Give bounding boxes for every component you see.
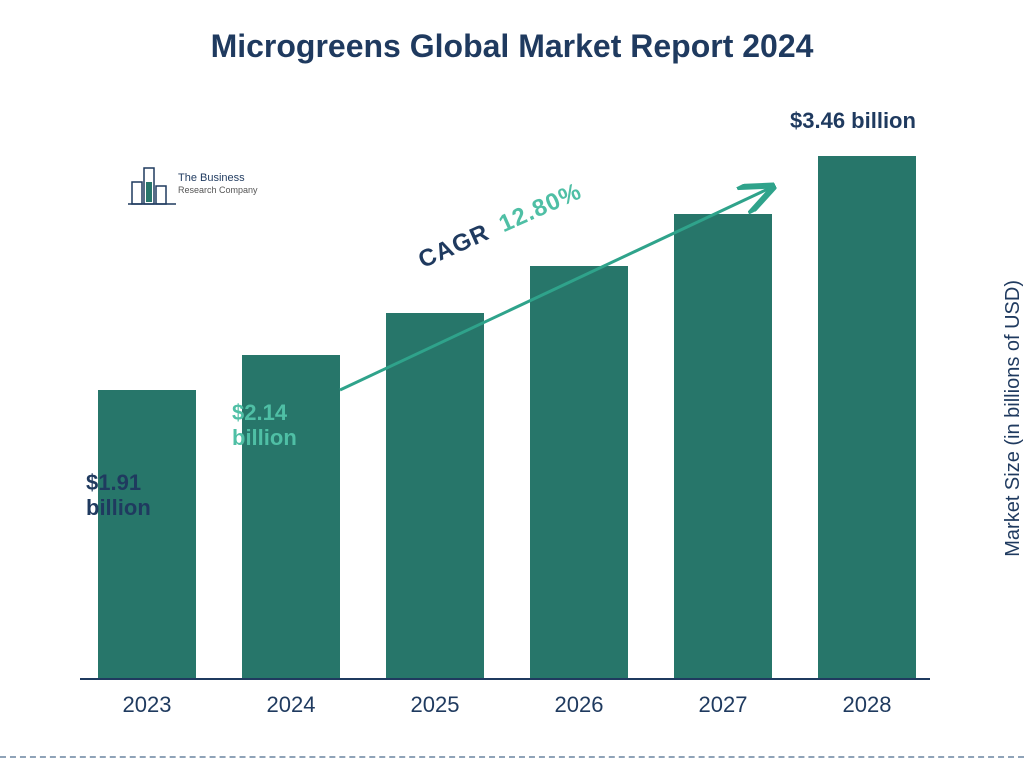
- y-axis-label: Market Size (in billions of USD): [1002, 280, 1024, 557]
- x-tick-2028: 2028: [818, 692, 916, 718]
- bar-2028: [818, 156, 916, 678]
- x-axis-line: [80, 678, 930, 680]
- bar-chart: 202320242025202620272028: [80, 120, 930, 680]
- bar-2027: [674, 214, 772, 678]
- x-tick-2026: 2026: [530, 692, 628, 718]
- x-tick-2025: 2025: [386, 692, 484, 718]
- x-tick-2024: 2024: [242, 692, 340, 718]
- chart-title: Microgreens Global Market Report 2024: [0, 28, 1024, 65]
- value-label-1: $2.14billion: [232, 400, 297, 451]
- bottom-dashed-line: [0, 756, 1024, 758]
- x-tick-2027: 2027: [674, 692, 772, 718]
- bar-2025: [386, 313, 484, 678]
- bar-2023: [98, 390, 196, 678]
- x-tick-2023: 2023: [98, 692, 196, 718]
- value-label-2: $3.46 billion: [790, 108, 916, 133]
- value-label-0: $1.91billion: [86, 470, 151, 521]
- bar-2026: [530, 266, 628, 678]
